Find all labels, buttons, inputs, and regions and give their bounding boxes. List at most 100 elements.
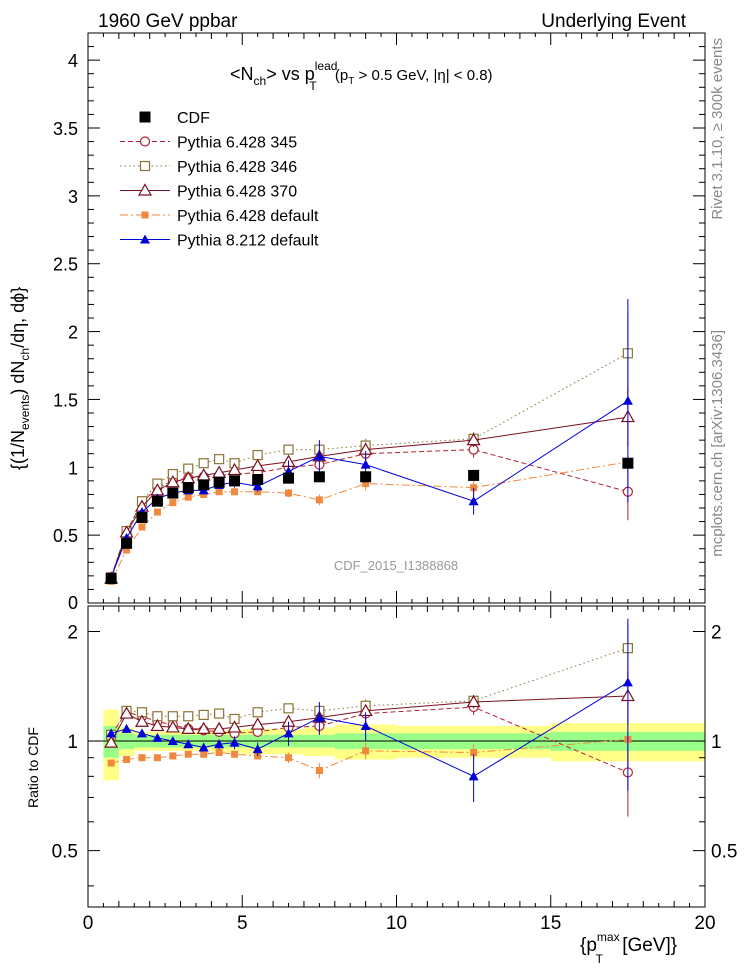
- legend-entry-p346: Pythia 6.428 346: [120, 159, 297, 176]
- ratio-point-pdef: [315, 767, 323, 775]
- ratio-point-p346: [167, 711, 178, 722]
- ratio-point-p8: [252, 744, 263, 754]
- main-y-tick-label: 0.5: [53, 526, 78, 546]
- main-point-p8: [622, 395, 633, 405]
- x-axis-label: {pmax T [GeV]}: [580, 930, 677, 966]
- ratio-point-pdef: [285, 754, 293, 762]
- main-point-pdef: [231, 488, 239, 496]
- ratio-point-p370: [119, 706, 134, 719]
- main-point-p8: [360, 459, 371, 469]
- ratio-point-p370: [212, 721, 227, 734]
- ratio-point-p8: [106, 728, 117, 738]
- ratio-y-tick-label-left: 2: [67, 622, 78, 643]
- main-point-pdef: [123, 546, 131, 554]
- legend-entry-p370: Pythia 6.428 370: [120, 183, 297, 201]
- ratio-point-p370: [250, 717, 265, 730]
- main-point-p8: [252, 481, 263, 491]
- legend-entry-p8: Pythia 8.212 default: [120, 233, 319, 250]
- ratio-point-pdef: [123, 755, 131, 763]
- ratio-y-tick-label-right: 2: [711, 622, 722, 643]
- x-tick-label: 15: [540, 913, 561, 934]
- main-point-pdef: [138, 523, 146, 531]
- main-point-cdf: [360, 471, 372, 483]
- ratio-point-pdef: [470, 749, 478, 757]
- legend-label-p370: Pythia 6.428 370: [177, 184, 297, 201]
- ratio-point-p370: [134, 714, 150, 727]
- main-point-cdf: [252, 474, 264, 485]
- main-y-tick-label: 3: [68, 187, 78, 207]
- ratio-point-pdef: [184, 750, 192, 758]
- main-point-p346: [198, 458, 209, 469]
- ratio-point-p370: [165, 720, 180, 733]
- ratio-series-p8: [106, 618, 633, 803]
- main-point-cdf: [229, 475, 241, 487]
- main-point-cdf: [167, 487, 179, 499]
- ratio-point-p346: [252, 707, 263, 718]
- ratio-point-pdef: [153, 754, 161, 762]
- ratio-ylabel: Ratio to CDF: [25, 727, 41, 808]
- main-y-tick-label: 0: [68, 593, 78, 613]
- main-point-p346: [214, 454, 225, 465]
- main-point-pdef: [153, 508, 161, 516]
- legend-marker-p346: [139, 160, 151, 172]
- legend-entry-p345: Pythia 6.428 345: [120, 135, 297, 152]
- x-tick-label: 0: [83, 913, 94, 934]
- ratio-point-pdef: [169, 752, 177, 760]
- ratio-point-p370: [150, 718, 165, 732]
- ratio-point-p8: [283, 728, 294, 738]
- ratio-point-p8: [183, 739, 194, 749]
- ratio-point-p8: [167, 736, 178, 746]
- main-point-p370: [466, 432, 481, 446]
- ratio-y-tick-label-left: 1: [67, 732, 78, 753]
- main-point-pdef: [315, 496, 323, 504]
- ratio-point-p8: [121, 723, 132, 733]
- main-point-p346: [252, 449, 263, 461]
- main-point-pdef: [215, 488, 223, 496]
- ratio-point-pdef: [215, 749, 223, 757]
- main-point-cdf: [622, 457, 634, 469]
- main-point-cdf: [136, 512, 148, 523]
- main-y-tick-label: 4: [68, 51, 78, 71]
- ratio-y-tick-label-right: 0.5: [711, 842, 737, 863]
- x-tick-label: 20: [694, 913, 715, 934]
- main-point-p370: [165, 475, 180, 488]
- ratio-point-p8: [214, 739, 225, 749]
- legend-marker-p370: [137, 183, 153, 196]
- ratio-y-tick-label-right: 1: [711, 732, 722, 753]
- main-y-tick-label: 2: [68, 323, 78, 343]
- legend-label-p345: Pythia 6.428 345: [177, 135, 297, 152]
- ratio-point-p370: [227, 720, 242, 733]
- main-point-cdf: [198, 479, 210, 491]
- ratio-y-tick-label-left: 0.5: [52, 842, 78, 863]
- main-y-tick-label: 2.5: [53, 255, 78, 275]
- ratio-point-p8: [468, 771, 479, 781]
- ratio-point-p8: [314, 712, 325, 722]
- ratio-point-p8: [229, 737, 240, 747]
- ratio-point-pdef: [231, 750, 239, 758]
- ratio-point-pdef: [107, 759, 115, 767]
- main-y-tick-label: 1: [68, 458, 78, 478]
- rivet-label: Rivet 3.1.10, ≥ 300k events: [709, 38, 726, 220]
- main-ylabel: {(1/Nevents) dNch/dη, dϕ}: [8, 287, 32, 470]
- x-tick-label: 5: [237, 913, 248, 934]
- main-point-cdf: [121, 537, 133, 549]
- main-point-pdef: [362, 480, 370, 488]
- ratio-point-pdef: [138, 754, 146, 762]
- main-line-p345: [110, 449, 629, 578]
- legend-entry-pdef: Pythia 6.428 default: [120, 208, 319, 225]
- ratio-point-p346: [283, 703, 294, 714]
- ratio-point-p8: [152, 732, 163, 742]
- main-point-p8: [314, 451, 325, 461]
- main-point-p370: [250, 458, 265, 472]
- main-point-cdf: [313, 471, 325, 483]
- ratio-point-p8: [136, 728, 147, 738]
- main-point-pdef: [184, 493, 192, 501]
- legend-label-cdf: CDF: [177, 110, 210, 127]
- ratio-point-p346: [198, 709, 209, 720]
- main-series-cdf: [105, 457, 634, 585]
- ratio-point-p8: [198, 742, 209, 752]
- legend-label-pdef: Pythia 6.428 default: [177, 208, 319, 225]
- main-point-cdf: [105, 573, 117, 585]
- ratio-point-p370: [104, 735, 119, 748]
- legend-label-p8: Pythia 8.212 default: [177, 233, 319, 250]
